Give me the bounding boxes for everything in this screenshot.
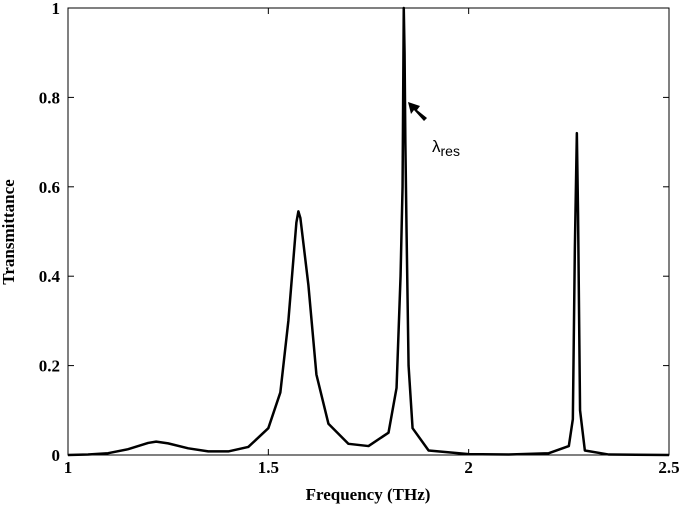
x-tick-label: 1.5 [258, 458, 279, 477]
annotation-arrow [408, 102, 427, 121]
annotation: λres [432, 137, 460, 159]
y-tick-label: 0.4 [39, 267, 61, 286]
x-axis-label: Frequency (THz) [306, 485, 431, 504]
data-line [67, 6, 670, 457]
x-tick-label: 2.5 [658, 458, 679, 477]
annotation-symbol: λ [432, 137, 441, 156]
x-tick-label: 2 [464, 458, 473, 477]
y-tick-label: 0.8 [39, 88, 60, 107]
y-tick-label: 1 [52, 0, 61, 18]
plot-frame [67, 7, 670, 456]
y-tick-label: 0 [52, 446, 61, 465]
y-tick-label: 0.2 [39, 357, 60, 376]
y-axis-label: Transmittance [0, 179, 18, 285]
y-tick-label: 0.6 [39, 178, 60, 197]
x-tick-label: 1 [64, 458, 73, 477]
annotation-subscript: res [441, 143, 460, 159]
